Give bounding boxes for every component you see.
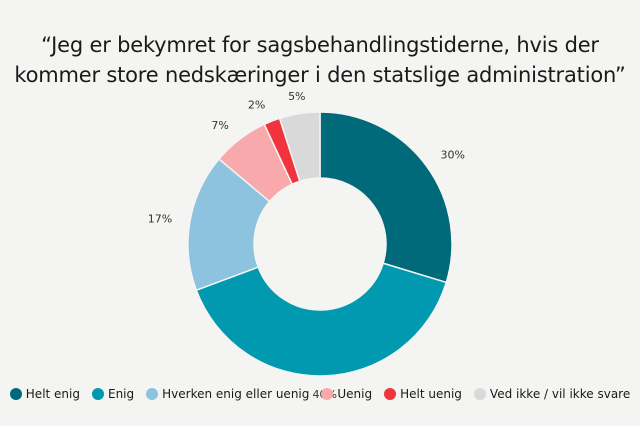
legend-label: Hverken enig eller uenig xyxy=(162,387,310,401)
value-label-uenig: 7% xyxy=(211,119,228,132)
legend-item-helt-enig: Helt enig xyxy=(9,387,80,401)
slice-enig xyxy=(195,262,448,377)
value-label-helt-uenig: 2% xyxy=(248,98,265,111)
legend-swatch-uenig xyxy=(321,388,334,400)
legend-label: Helt enig xyxy=(25,387,80,401)
legend-item-uenig: Uenig xyxy=(321,387,372,401)
legend-item-helt-uenig: Helt uenig xyxy=(384,387,462,401)
value-label-helt-enig: 30% xyxy=(441,149,465,162)
chart-title: “Jeg er bekymret for sagsbehandlingstide… xyxy=(0,30,640,90)
legend-label: Uenig xyxy=(337,387,373,401)
donut-slices xyxy=(187,111,453,377)
legend-swatch-hverken-enig-eller-uenig xyxy=(146,388,159,400)
legend-swatch-ved-ikke-vil-ikke-svare xyxy=(473,388,486,400)
slice-ved-ikke-vil-ikke-svare xyxy=(278,111,321,183)
legend-item-hverken-enig-eller-uenig: Hverken enig eller uenig xyxy=(146,387,309,401)
chart-legend: Helt enig Enig Hverken enig eller uenig Uen… xyxy=(0,387,640,401)
legend-item-enig: Enig xyxy=(91,387,135,401)
legend-swatch-helt-enig xyxy=(9,388,22,400)
legend-swatch-enig xyxy=(91,388,104,400)
legend-label: Ved ikke / vil ikke svare xyxy=(489,387,631,401)
value-label-hverken-enig-eller-uenig: 17% xyxy=(148,213,172,226)
legend-item-ved-ikke-vil-ikke-svare: Ved ikke / vil ikke svare xyxy=(473,387,631,401)
chart-title-line-1: “Jeg er bekymret for sagsbehandlingstide… xyxy=(41,33,599,57)
legend-label: Helt uenig xyxy=(400,387,462,401)
slice-helt-enig xyxy=(319,111,453,284)
value-label-ved-ikke-vil-ikke-svare: 5% xyxy=(288,90,305,103)
legend-swatch-helt-uenig xyxy=(384,388,397,400)
legend-label: Enig xyxy=(107,387,135,401)
chart-title-line-2: kommer store nedskæringer i den statslig… xyxy=(14,63,626,87)
